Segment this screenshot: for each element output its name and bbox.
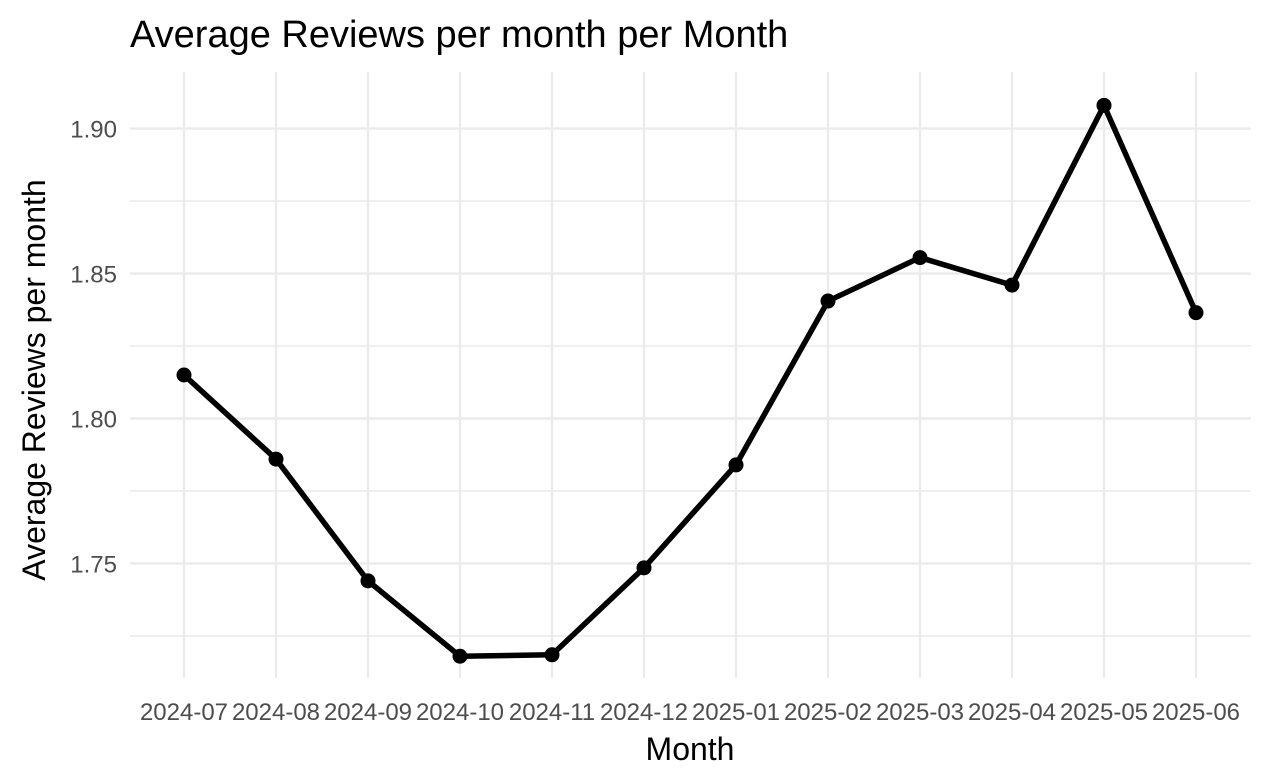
- data-point: [1188, 305, 1204, 321]
- data-point: [912, 250, 928, 266]
- x-axis-title: Month: [646, 731, 735, 767]
- x-tick-label: 2024-10: [416, 699, 504, 726]
- data-point: [728, 457, 744, 473]
- data-point: [636, 560, 652, 576]
- x-tick-label: 2025-01: [692, 699, 780, 726]
- x-tick-label: 2024-09: [324, 699, 412, 726]
- x-tick-label: 2024-12: [600, 699, 688, 726]
- x-tick-label: 2025-06: [1152, 699, 1240, 726]
- gridlines: [130, 72, 1251, 678]
- y-tick-label: 1.80: [70, 406, 117, 433]
- series-line: [182, 102, 1199, 660]
- data-point: [820, 293, 836, 309]
- data-point: [1096, 97, 1112, 113]
- y-tick-label: 1.75: [70, 551, 117, 578]
- x-tick-label: 2024-11: [509, 699, 595, 726]
- x-tick-label: 2025-02: [784, 699, 872, 726]
- data-point: [1004, 277, 1020, 293]
- x-axis-tick-labels: 2024-07 2024-08 2024-09 2024-10 2024-11 2024-…: [140, 699, 1240, 726]
- data-point: [544, 647, 560, 663]
- data-point: [268, 451, 284, 467]
- x-tick-label: 2025-04: [968, 699, 1056, 726]
- y-tick-label: 1.85: [70, 262, 117, 289]
- x-tick-label: 2025-05: [1060, 699, 1148, 726]
- y-axis-tick-labels: 1.75 1.80 1.85 1.90: [70, 117, 117, 579]
- data-point: [176, 367, 192, 383]
- series-layer: [176, 97, 1204, 664]
- x-tick-label: 2025-03: [876, 699, 964, 726]
- data-point: [360, 573, 376, 589]
- data-point: [452, 648, 468, 664]
- x-tick-label: 2024-07: [140, 699, 228, 726]
- y-tick-label: 1.90: [70, 117, 117, 144]
- x-tick-label: 2024-08: [232, 699, 320, 726]
- chart-title: Average Reviews per month per Month: [130, 14, 788, 56]
- y-axis-title: Average Reviews per month: [16, 179, 52, 580]
